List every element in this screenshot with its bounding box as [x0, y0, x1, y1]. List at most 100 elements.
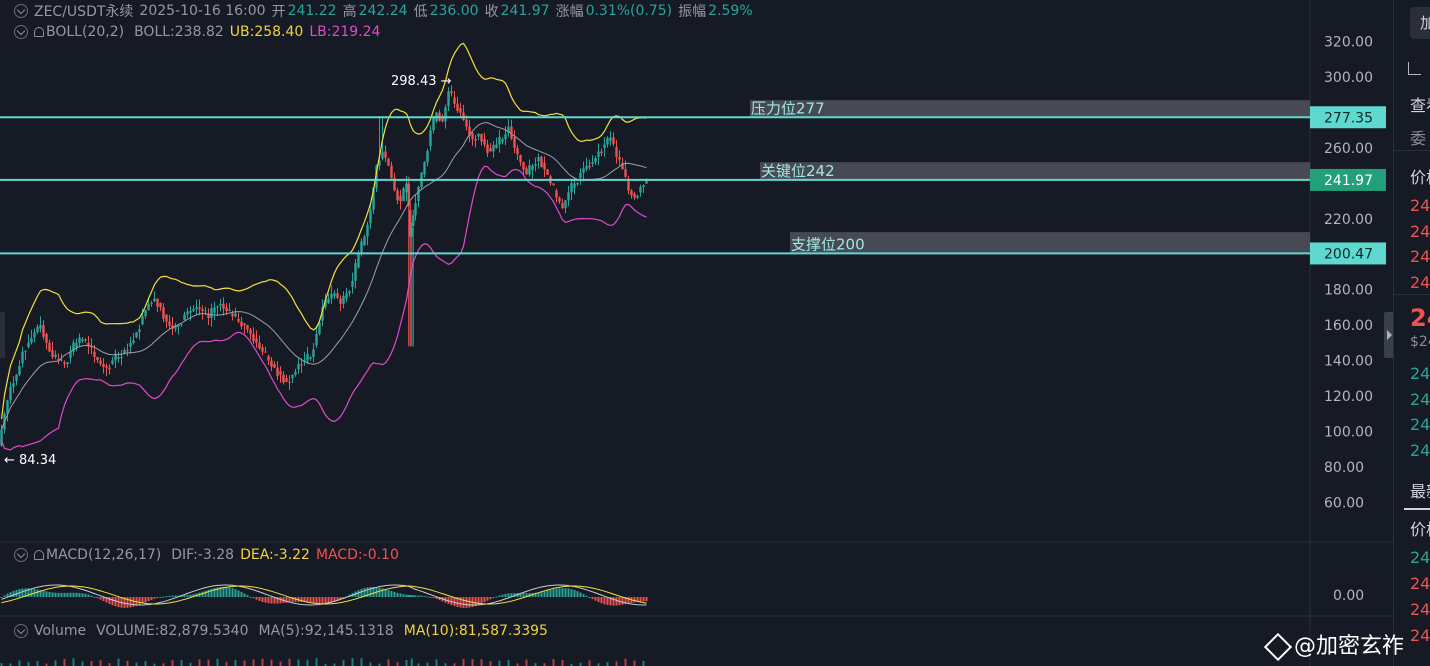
left-panel-handle[interactable] — [0, 312, 5, 358]
volume-bar — [297, 659, 300, 666]
trade-price: 24 — [1410, 548, 1430, 567]
candle-body — [639, 186, 642, 193]
macd-bar — [126, 597, 129, 608]
macd-bar — [45, 591, 48, 597]
volume-header: Volume VOLUME:82,879.5340 MA(5):92,145.1… — [14, 623, 548, 639]
candle-body — [528, 165, 531, 175]
candle-body — [297, 364, 300, 370]
ohlc-header: ZEC/USDT永续 2025-10-16 16:00 开 241.22 高 242… — [14, 1, 753, 21]
volume-bar — [135, 662, 138, 666]
ask-price[interactable]: 242 — [1410, 273, 1430, 292]
candle-body — [327, 298, 330, 303]
bid-price[interactable]: 242 — [1410, 441, 1430, 460]
macd-bar — [597, 597, 600, 603]
macd-bar — [186, 595, 189, 597]
volume-bar — [270, 659, 273, 666]
macd-bar — [102, 597, 105, 602]
sidebar-item[interactable]: 委 — [1410, 129, 1427, 148]
volume-bars — [0, 658, 645, 666]
candle-body — [213, 307, 216, 313]
bid-price[interactable]: 242 — [1410, 390, 1430, 409]
macd-bar — [105, 597, 108, 603]
collapse-toggle-icon[interactable] — [14, 4, 28, 18]
macd-bar — [75, 592, 78, 597]
candle-body — [18, 366, 21, 375]
candle-body — [345, 293, 348, 299]
candle-body — [333, 293, 336, 296]
level-zone — [760, 162, 1310, 180]
candle-body — [258, 342, 261, 349]
candle-body — [468, 126, 471, 136]
macd-bar — [357, 590, 360, 597]
macd-bar — [549, 589, 552, 597]
candle-body — [636, 195, 639, 198]
candle-body — [615, 147, 618, 157]
candle-body — [141, 316, 144, 325]
collapse-toggle-icon[interactable] — [14, 548, 28, 562]
macd-bar — [216, 587, 219, 597]
macd-bar — [159, 597, 162, 598]
macd-bar — [360, 588, 363, 597]
alert-bell-icon[interactable] — [34, 550, 44, 560]
macd-bar — [477, 597, 480, 605]
right-panel-collapse-button[interactable] — [1384, 312, 1395, 358]
macd-bar — [288, 597, 291, 603]
candle-body — [123, 349, 126, 354]
volume-bar — [588, 660, 591, 666]
macd-bar — [96, 597, 99, 599]
candle-body — [642, 185, 645, 187]
macd-bar — [261, 597, 264, 602]
candle-body — [567, 192, 570, 201]
candle-body — [30, 338, 33, 343]
ask-price[interactable]: 242 — [1410, 247, 1430, 266]
symbol-label: ZEC/USDT永续 — [34, 4, 134, 20]
candle-body — [126, 349, 129, 351]
collapse-toggle-icon[interactable] — [14, 25, 28, 39]
price-axis-tick: 120.00 — [1324, 389, 1373, 405]
volume-bar — [108, 663, 111, 666]
macd-bar — [336, 597, 339, 601]
macd-bar — [51, 592, 54, 597]
macd-macd-value: MACD:-0.10 — [315, 547, 399, 563]
macd-bar — [390, 591, 393, 597]
macd-bar — [621, 597, 624, 605]
candle-body — [483, 139, 486, 145]
macd-bar — [417, 595, 420, 597]
candle-body — [42, 325, 45, 337]
volume-bar — [543, 663, 546, 666]
sidebar-top-button[interactable]: 加 — [1410, 7, 1430, 39]
candle-body — [27, 342, 30, 348]
sidebar-tab-latest[interactable]: 最新 — [1410, 482, 1430, 501]
candle-body — [147, 303, 150, 311]
sidebar-item[interactable]: 查看 — [1410, 96, 1430, 115]
candle-body — [72, 342, 75, 352]
datetime-label: 2025-10-16 16:00 — [139, 3, 266, 19]
ask-price[interactable]: 242 — [1410, 222, 1430, 241]
macd-bar — [3, 595, 6, 597]
volume-bar — [633, 660, 636, 666]
macd-bar — [543, 591, 546, 597]
candle-body — [279, 371, 282, 375]
candle-body — [282, 374, 285, 383]
macd-bar — [279, 597, 282, 604]
macd-bar — [410, 595, 413, 597]
collapse-toggle-icon[interactable] — [14, 624, 28, 638]
macd-bar — [585, 595, 588, 597]
candle-body — [69, 351, 72, 358]
open-value: 241.22 — [287, 3, 337, 19]
candle-body — [510, 126, 513, 139]
macd-bar — [165, 596, 168, 598]
macd-bar — [21, 588, 24, 597]
macd-bar — [399, 593, 402, 597]
macd-bar — [174, 595, 177, 597]
bid-price[interactable]: 242 — [1410, 415, 1430, 434]
candle-body — [633, 194, 636, 198]
sidebar-link-icon[interactable] — [1408, 62, 1421, 75]
bid-price[interactable]: 242 — [1410, 364, 1430, 383]
alert-bell-icon[interactable] — [34, 27, 44, 37]
ask-price[interactable]: 242 — [1410, 196, 1430, 215]
candle-body — [519, 155, 522, 163]
macd-bar — [213, 588, 216, 597]
macd-bar — [276, 597, 279, 604]
